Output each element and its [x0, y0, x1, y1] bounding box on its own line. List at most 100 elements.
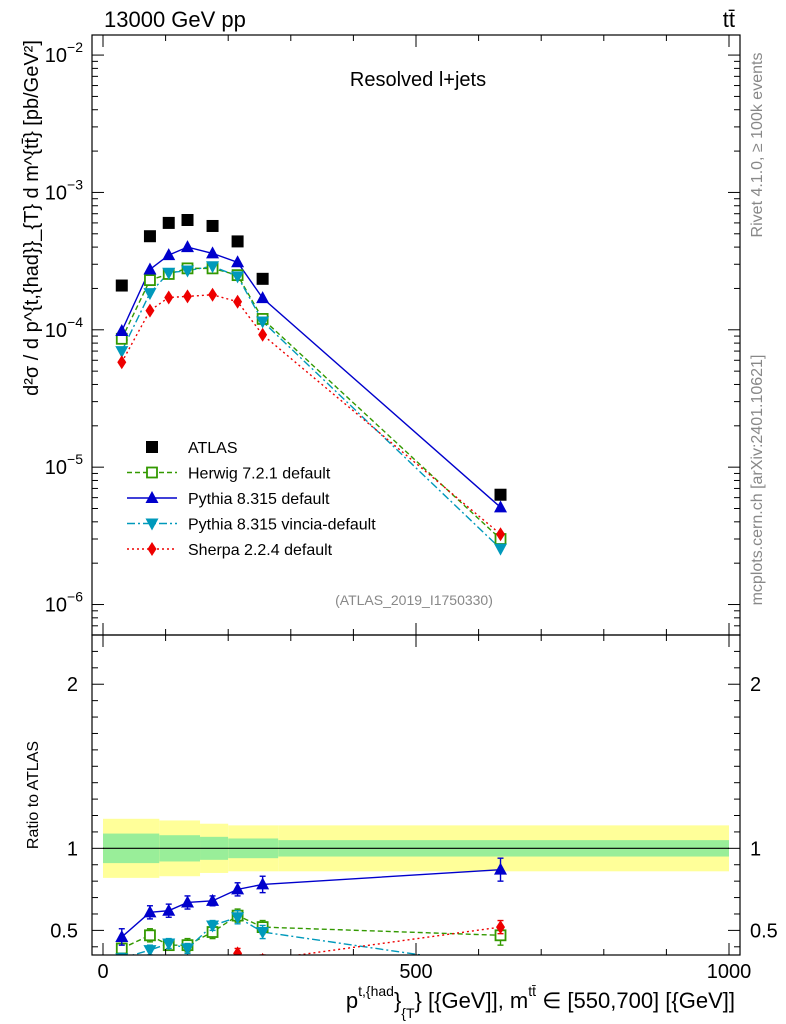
- main-point-pythia-8-315-default-1: [143, 262, 157, 275]
- ratio-point-pythia-8-315-default-2: [162, 903, 176, 916]
- main-point-atlas-2: [162, 216, 175, 229]
- ratio-point-sherpa-2-2-4-default-5: [233, 946, 243, 955]
- ratio-axes: 0.5 0.5 1 1 2 2 0 500 1000: [50, 634, 778, 983]
- main-point-pythia-8-315-vincia-default-0: [115, 346, 129, 359]
- legend-label-herwig-7-2-1-default: Herwig 7.2.1 default: [188, 466, 331, 483]
- main-y-tick-label: 10−4: [45, 314, 83, 342]
- ratio-y-tick-label: 1: [67, 838, 78, 860]
- main-y-tick-label: 10−2: [45, 39, 83, 67]
- ratio-y-tick-label: 0.5: [50, 920, 78, 942]
- legend-label-atlas: ATLAS: [188, 440, 238, 457]
- legend-label-pythia-8-315-default: Pythia 8.315 default: [188, 491, 330, 508]
- plot-title: Resolved l+jets: [350, 69, 486, 91]
- main-line-pythia-8-315-default: [121, 246, 501, 508]
- main-point-sherpa-2-2-4-default-0: [117, 355, 127, 370]
- ratio-point-pythia-8-315-vincia-default-3: [181, 943, 195, 955]
- main-point-pythia-8-315-default-6: [256, 291, 270, 304]
- main-line-sherpa-2-2-4-default: [121, 294, 501, 535]
- ratio-y-axis-label: Ratio to ATLAS: [25, 741, 42, 849]
- main-point-pythia-8-315-vincia-default-3: [181, 265, 195, 278]
- ratio-line-pythia-8-315-default: [121, 868, 501, 938]
- ratio-point-pythia-8-315-default-7: [494, 862, 508, 875]
- main-point-pythia-8-315-vincia-default-7: [494, 543, 508, 556]
- process-label: tt̄: [723, 7, 735, 32]
- main-point-atlas-1: [143, 230, 156, 243]
- ratio-line-herwig-7-2-1-default: [121, 914, 501, 950]
- ratio-point-pythia-8-315-vincia-default-4: [206, 920, 220, 933]
- main-point-sherpa-2-2-4-default-7: [496, 527, 506, 542]
- ratio-y-tick-label-right: 1: [750, 838, 761, 860]
- main-point-pythia-8-315-default-0: [115, 324, 129, 337]
- legend-marker-atlas: [146, 441, 158, 453]
- main-y-tick-label: 10−3: [45, 176, 83, 204]
- ratio-plot-area: [103, 818, 729, 975]
- main-point-sherpa-2-2-4-default-3: [183, 289, 193, 304]
- analysis-tag: (ATLAS_2019_I1750330): [335, 592, 493, 608]
- main-point-pythia-8-315-default-5: [231, 255, 245, 268]
- main-point-atlas-7: [494, 488, 507, 501]
- main-point-pythia-8-315-default-7: [494, 500, 508, 513]
- ratio-point-pythia-8-315-default-6: [256, 877, 270, 890]
- main-axes: 10−6 10−5 10−4 10−3 10−2: [45, 34, 741, 636]
- ratio-point-pythia-8-315-default-5: [231, 882, 245, 895]
- main-point-atlas-3: [181, 213, 194, 226]
- legend-marker-pythia-8-315-vincia-default: [145, 518, 159, 531]
- ratio-point-pythia-8-315-vincia-default-5: [231, 912, 245, 925]
- energy-label: 13000 GeV pp: [104, 7, 246, 32]
- ratio-point-pythia-8-315-vincia-default-6: [256, 927, 270, 940]
- legend-label-pythia-8-315-vincia-default: Pythia 8.315 vincia-default: [188, 517, 376, 534]
- legend-label-sherpa-2-2-4-default: Sherpa 2.2.4 default: [188, 542, 333, 559]
- main-point-sherpa-2-2-4-default-4: [208, 287, 218, 302]
- legend-marker-pythia-8-315-default: [145, 491, 159, 503]
- main-point-sherpa-2-2-4-default-6: [258, 327, 268, 342]
- main-plot-area: [115, 213, 508, 556]
- ratio-point-sherpa-2-2-4-default-0: [117, 961, 126, 975]
- main-y-tick-label: 10−5: [45, 451, 83, 479]
- main-point-pythia-8-315-default-3: [181, 240, 195, 253]
- rivet-version-label: Rivet 4.1.0, ≥ 100k events: [749, 53, 766, 238]
- main-y-tick-label: 10−6: [45, 589, 83, 617]
- x-tick-label: 500: [399, 961, 432, 983]
- ratio-y-tick-label: 2: [67, 674, 78, 696]
- ratio-point-herwig-7-2-1-default-1: [144, 929, 156, 942]
- ratio-point-sherpa-2-2-4-default-4: [212, 954, 213, 955]
- ratio-point-pythia-8-315-vincia-default-1: [143, 945, 157, 955]
- mcplots-label: mcplots.cern.ch [arXiv:2401.10621]: [749, 355, 766, 606]
- main-point-atlas-5: [231, 235, 244, 248]
- ratio-line-pythia-8-315-vincia-default: [130, 916, 427, 955]
- main-point-pythia-8-315-vincia-default-1: [143, 288, 157, 301]
- main-point-pythia-8-315-vincia-default-6: [256, 316, 270, 329]
- main-point-pythia-8-315-vincia-default-4: [206, 261, 220, 274]
- main-point-pythia-8-315-vincia-default-2: [162, 267, 176, 280]
- main-y-axis-label: d²σ / d p^{t,{had}}_{T} d m^{tt̄} [pb/Ge…: [21, 40, 43, 396]
- x-tick-label: 0: [97, 961, 108, 983]
- main-point-sherpa-2-2-4-default-1: [145, 303, 155, 318]
- main-point-pythia-8-315-default-2: [162, 248, 176, 261]
- legend: ATLAS Herwig 7.2.1 default Pythia 8.315 de…: [127, 440, 376, 559]
- ratio-point-sherpa-2-2-4-default-7: [496, 920, 506, 935]
- ratio-point-pythia-8-315-default-1: [143, 905, 157, 918]
- ratio-point-pythia-8-315-default-3: [181, 895, 195, 908]
- legend-marker-sherpa-2-2-4-default: [147, 542, 157, 556]
- ratio-point-sherpa-2-2-4-default-2: [164, 958, 173, 972]
- ratio-point-sherpa-2-2-4-default-3: [183, 959, 192, 973]
- legend-marker-herwig-7-2-1-default: [146, 466, 158, 479]
- main-point-sherpa-2-2-4-default-2: [164, 290, 174, 305]
- main-point-atlas-4: [206, 219, 219, 232]
- main-point-pythia-8-315-vincia-default-5: [231, 271, 245, 284]
- ratio-point-pythia-8-315-vincia-default-2: [162, 938, 176, 951]
- ratio-y-tick-label-right: 0.5: [750, 920, 778, 942]
- x-tick-label: 1000: [707, 961, 752, 983]
- main-point-atlas-6: [256, 272, 269, 285]
- ratio-point-pythia-8-315-default-0: [115, 929, 129, 942]
- ratio-y-tick-label-right: 2: [750, 674, 761, 696]
- ratio-point-pythia-8-315-vincia-default-7: [494, 961, 507, 973]
- main-point-atlas-0: [115, 279, 128, 292]
- main-point-sherpa-2-2-4-default-5: [233, 294, 243, 309]
- ratio-point-pythia-8-315-default-4: [206, 893, 220, 906]
- main-point-herwig-7-2-1-default-1: [144, 274, 156, 287]
- x-axis-label: pt,{had}{T} [{GeV]], mtt̄ ∈ [550,700] [{…: [346, 983, 735, 1021]
- main-point-pythia-8-315-default-4: [206, 246, 220, 259]
- ratio-point-sherpa-2-2-4-default-1: [145, 958, 154, 972]
